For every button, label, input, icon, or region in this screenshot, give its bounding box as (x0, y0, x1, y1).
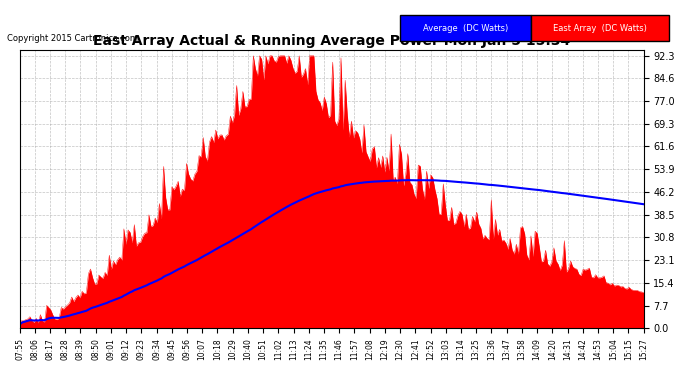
Text: Average  (DC Watts): Average (DC Watts) (423, 24, 509, 33)
Text: East Array  (DC Watts): East Array (DC Watts) (553, 24, 647, 33)
Text: Copyright 2015 Cartronics.com: Copyright 2015 Cartronics.com (7, 34, 138, 43)
Title: East Array Actual & Running Average Power Mon Jan 5 15:34: East Array Actual & Running Average Powe… (93, 34, 570, 48)
